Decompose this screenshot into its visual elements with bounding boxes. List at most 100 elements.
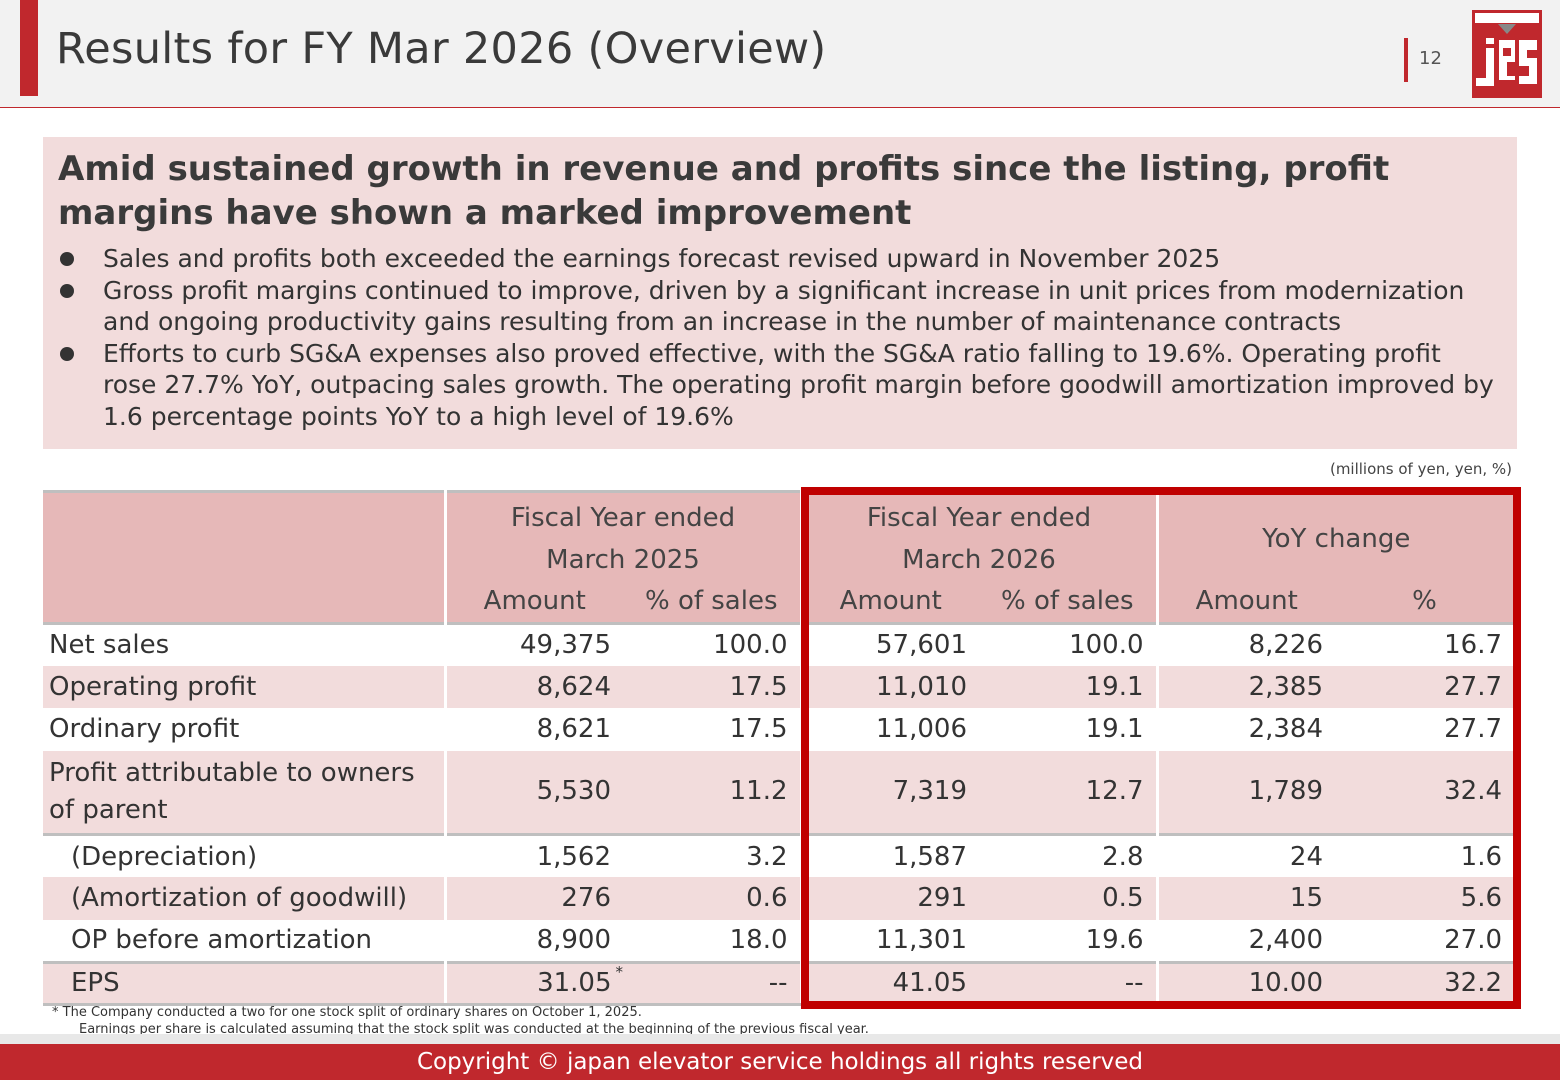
cell-value: 2,385 bbox=[1155, 665, 1335, 708]
cell-value: 100.0 bbox=[713, 630, 788, 660]
cell-value: 19.1 bbox=[979, 665, 1157, 708]
cell-value: 19.6 bbox=[1085, 925, 1144, 955]
subheader-amount: Amount bbox=[443, 581, 623, 623]
summary-headline: Amid sustained growth in revenue and pro… bbox=[58, 149, 1390, 233]
cell-value: 57,601 bbox=[799, 623, 979, 666]
page-number: 12 bbox=[1419, 48, 1442, 69]
slide-header: Results for FY Mar 2026 (Overview) 12 bbox=[0, 0, 1560, 108]
corner-header-cell bbox=[43, 491, 445, 623]
cell-value: 2,400 bbox=[1155, 919, 1335, 962]
cell-value: 0.5 bbox=[979, 877, 1157, 920]
header-fy2026: Fiscal Year ended March 2026 bbox=[799, 491, 1157, 581]
bullet-item: Sales and profits both exceeded the earn… bbox=[58, 243, 1498, 275]
bullet-dot-icon bbox=[60, 252, 74, 266]
cell-value: 3.2 bbox=[623, 833, 801, 877]
cell-value: 12.7 bbox=[979, 750, 1157, 835]
header-yoy-change: YoY change bbox=[1155, 491, 1515, 581]
cell-value: 100.0 bbox=[1069, 630, 1144, 660]
table-row: OP before amortization 8,900 18.0 11,301… bbox=[43, 919, 1514, 962]
cell-value: 291 bbox=[799, 877, 979, 920]
bullet-text: Gross profit margins continued to improv… bbox=[103, 275, 1465, 337]
cell-value: 19.1 bbox=[1085, 714, 1144, 745]
cell-value: 8,621 bbox=[443, 708, 623, 751]
table-row: Ordinary profit 8,621 17.5 11,006 19.1 2… bbox=[43, 708, 1514, 751]
footer-divider bbox=[0, 1034, 1560, 1044]
cell-value: 8,624 bbox=[443, 665, 623, 708]
header-accent-bar bbox=[20, 0, 38, 96]
cell-value: 1.6 bbox=[1335, 833, 1515, 877]
cell-value: 11,006 bbox=[799, 708, 979, 751]
cell-value: 276 bbox=[443, 877, 623, 920]
cell-value: 18.0 bbox=[729, 925, 788, 955]
row-label: (Amortization of goodwill) bbox=[43, 877, 445, 920]
cell-value: 27.7 bbox=[1444, 714, 1503, 745]
cell-value: 8,900 bbox=[443, 919, 623, 962]
bullet-text: Sales and profits both exceeded the earn… bbox=[103, 244, 1221, 273]
cell-value: 11,010 bbox=[799, 665, 979, 708]
cell-value: 2,384 bbox=[1155, 708, 1335, 751]
subheader-amount: Amount bbox=[799, 581, 979, 623]
page-number-divider bbox=[1404, 38, 1408, 82]
cell-value: 27.0 bbox=[1444, 925, 1503, 955]
row-label: Net sales bbox=[49, 630, 170, 660]
header-fy2026-text: Fiscal Year ended March 2026 bbox=[866, 503, 1092, 575]
bullet-text: Efforts to curb SG&A expenses also prove… bbox=[103, 338, 1494, 431]
cell-value: 8,226 bbox=[1155, 623, 1335, 666]
subheader-pct-of-sales: % of sales bbox=[979, 581, 1157, 623]
cell-value: 31.05 * bbox=[443, 960, 624, 1006]
cell-value: 16.7 bbox=[1444, 630, 1503, 660]
cell-value: 5,530 bbox=[443, 750, 623, 835]
row-label: Profit attributable to owners of parent bbox=[43, 750, 445, 835]
table-row: (Depreciation) 1,562 3.2 1,587 2.8 24 1.… bbox=[43, 833, 1515, 877]
cell-value: 32.2 bbox=[1335, 960, 1515, 1006]
bullet-dot-icon bbox=[60, 283, 74, 298]
cell-value: 5.6 bbox=[1335, 877, 1515, 920]
row-label: EPS bbox=[43, 960, 445, 1006]
table-row: EPS 31.05 * -- 41.05 -- 10.00 32.2 bbox=[43, 960, 1515, 1006]
bullet-item: Efforts to curb SG&A expenses also prove… bbox=[58, 338, 1498, 433]
cell-value: 11,301 bbox=[799, 919, 979, 962]
table-row: (Amortization of goodwill) 276 0.6 291 0… bbox=[43, 877, 1515, 920]
eps-value: 31.05 bbox=[537, 968, 612, 999]
cell-value: 10.00 bbox=[1155, 960, 1335, 1006]
cell-value: 49,375 bbox=[443, 623, 623, 666]
cell-value: -- bbox=[623, 960, 801, 1006]
table-row: Net sales 49,375 100.0 57,601 100.0 8,22… bbox=[43, 623, 1514, 666]
table-row: Operating profit 8,624 17.5 11,010 19.1 … bbox=[43, 665, 1515, 708]
footnote-line-2: Earnings per share is calculated assumin… bbox=[79, 1022, 869, 1037]
units-note: (millions of yen, yen, %) bbox=[1329, 460, 1512, 478]
subheader-pct-of-sales: % of sales bbox=[623, 581, 801, 623]
bullet-item: Gross profit margins continued to improv… bbox=[58, 275, 1498, 338]
cell-value: 41.05 bbox=[799, 960, 979, 1006]
cell-value: 27.7 bbox=[1335, 665, 1515, 708]
cell-value: -- bbox=[979, 960, 1157, 1006]
cell-value: 17.5 bbox=[729, 714, 788, 745]
header-fy2025: Fiscal Year ended March 2025 bbox=[443, 491, 801, 581]
bullet-dot-icon bbox=[60, 346, 74, 361]
summary-bullets: Sales and profits both exceeded the earn… bbox=[58, 243, 1498, 432]
footnote-mark: * bbox=[615, 963, 624, 982]
row-label: Ordinary profit bbox=[49, 714, 240, 745]
footnote: * The Company conducted a two for one st… bbox=[52, 1004, 869, 1038]
row-label: (Depreciation) bbox=[43, 833, 445, 877]
summary-box: Amid sustained growth in revenue and pro… bbox=[43, 137, 1517, 449]
subheader-amount: Amount bbox=[1155, 581, 1335, 623]
cell-value: 2.8 bbox=[979, 833, 1157, 877]
cell-value: 7,319 bbox=[799, 750, 979, 835]
page-title: Results for FY Mar 2026 (Overview) bbox=[56, 24, 827, 74]
row-label: Operating profit bbox=[43, 665, 445, 708]
cell-value: 15 bbox=[1155, 877, 1335, 920]
table-row: Profit attributable to owners of parent … bbox=[43, 750, 1515, 835]
cell-value: 0.6 bbox=[623, 877, 801, 920]
subheader-pct: % bbox=[1335, 581, 1515, 623]
cell-value: 1,789 bbox=[1155, 750, 1335, 835]
copyright-footer: Copyright © japan elevator service holdi… bbox=[0, 1044, 1560, 1080]
cell-value: 1,562 bbox=[443, 833, 623, 877]
header-fy2025-text: Fiscal Year ended March 2025 bbox=[510, 503, 736, 575]
cell-value: 32.4 bbox=[1335, 750, 1515, 835]
jes-logo bbox=[1472, 10, 1542, 98]
cell-value: 1,587 bbox=[799, 833, 979, 877]
row-label: OP before amortization bbox=[71, 925, 373, 955]
cell-value: 24 bbox=[1155, 833, 1335, 877]
footnote-line-1: * The Company conducted a two for one st… bbox=[52, 1005, 642, 1020]
